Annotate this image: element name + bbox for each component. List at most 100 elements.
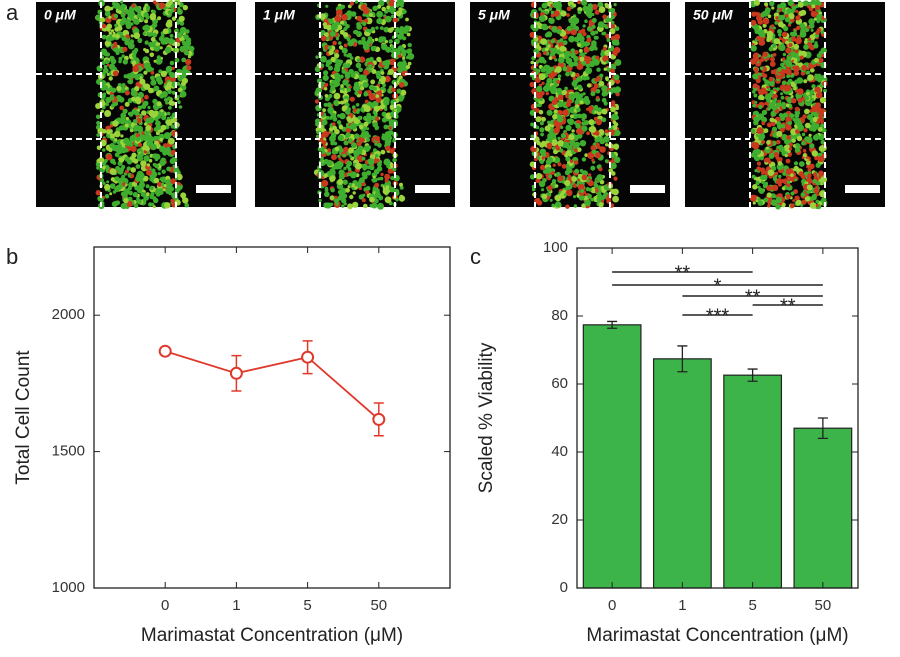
cell bbox=[582, 5, 589, 12]
cell bbox=[347, 203, 353, 210]
cell bbox=[807, 74, 814, 81]
cell bbox=[788, 21, 792, 25]
cell bbox=[786, 74, 790, 79]
cell bbox=[820, 123, 825, 128]
cell bbox=[150, 79, 157, 86]
cell bbox=[386, 133, 392, 138]
cell bbox=[173, 167, 180, 175]
cell bbox=[157, 16, 162, 21]
cell bbox=[329, 89, 333, 93]
cell bbox=[752, 142, 760, 150]
cell bbox=[375, 26, 379, 30]
cell bbox=[565, 189, 573, 197]
cell bbox=[787, 121, 792, 126]
cell bbox=[104, 183, 111, 191]
cell bbox=[548, 17, 555, 24]
cell bbox=[768, 76, 774, 82]
cell bbox=[601, 91, 607, 97]
cell bbox=[780, 62, 785, 67]
cell bbox=[144, 48, 150, 54]
cell bbox=[803, 40, 808, 44]
cell bbox=[794, 106, 800, 112]
cell bbox=[397, 67, 403, 73]
cell bbox=[164, 46, 172, 54]
cell bbox=[179, 45, 186, 52]
cell bbox=[810, 10, 817, 18]
cell bbox=[101, 23, 107, 29]
cell bbox=[809, 143, 815, 149]
cell bbox=[401, 9, 407, 15]
cell bbox=[757, 88, 761, 92]
cell bbox=[161, 169, 166, 174]
cell bbox=[320, 30, 324, 35]
cell bbox=[549, 198, 553, 202]
cell bbox=[593, 116, 598, 121]
cell bbox=[145, 40, 149, 44]
cell bbox=[353, 133, 360, 139]
cell bbox=[794, 117, 801, 125]
cell bbox=[155, 124, 162, 131]
cell bbox=[120, 191, 126, 197]
cell bbox=[108, 15, 112, 19]
cell bbox=[570, 29, 577, 36]
cell bbox=[812, 172, 817, 177]
cell bbox=[582, 92, 586, 96]
cell bbox=[158, 36, 165, 42]
cell bbox=[379, 26, 384, 30]
cell bbox=[814, 4, 821, 11]
cell bbox=[584, 19, 588, 24]
cell bbox=[398, 32, 404, 38]
cell bbox=[777, 4, 782, 9]
cell bbox=[795, 143, 799, 147]
cell bbox=[349, 1, 354, 6]
cell bbox=[557, 175, 564, 182]
cell bbox=[336, 9, 343, 16]
cell bbox=[577, 43, 581, 47]
cell bbox=[109, 192, 113, 196]
cell bbox=[405, 17, 409, 22]
cell bbox=[784, 84, 792, 92]
cell bbox=[154, 157, 159, 162]
cell bbox=[595, 131, 600, 136]
cell bbox=[96, 166, 100, 170]
cell bbox=[595, 142, 600, 147]
cell bbox=[529, 81, 535, 88]
bar bbox=[793, 427, 853, 589]
cell bbox=[162, 188, 166, 192]
cell bbox=[316, 134, 320, 138]
cell bbox=[594, 9, 600, 15]
cell bbox=[557, 74, 562, 78]
cell bbox=[776, 145, 780, 149]
cell bbox=[801, 64, 808, 71]
cell bbox=[183, 34, 189, 40]
cell bbox=[764, 2, 769, 7]
cell bbox=[596, 67, 601, 72]
image-row: 0 μM 1 μM 5 μM 50 μM bbox=[36, 0, 885, 210]
cell bbox=[588, 105, 594, 112]
cell bbox=[115, 95, 123, 102]
cell bbox=[381, 43, 388, 51]
cell bbox=[804, 171, 809, 176]
cell bbox=[782, 112, 788, 118]
cell bbox=[542, 178, 547, 183]
cell bbox=[613, 3, 617, 7]
cell bbox=[375, 94, 380, 98]
cell bbox=[756, 161, 762, 166]
cell bbox=[786, 135, 791, 140]
cell bbox=[161, 115, 167, 121]
cell bbox=[155, 131, 160, 136]
cell bbox=[131, 96, 136, 102]
cell bbox=[359, 137, 365, 143]
cell bbox=[337, 179, 344, 185]
cell bbox=[794, 49, 799, 54]
cell bbox=[180, 76, 184, 80]
cell bbox=[781, 134, 787, 140]
cell bbox=[551, 171, 555, 175]
cell bbox=[340, 100, 345, 105]
cell bbox=[573, 204, 578, 208]
cell bbox=[377, 202, 384, 210]
cell bbox=[132, 18, 138, 23]
cell bbox=[102, 181, 106, 185]
cell bbox=[807, 52, 811, 56]
cell bbox=[759, 133, 765, 140]
